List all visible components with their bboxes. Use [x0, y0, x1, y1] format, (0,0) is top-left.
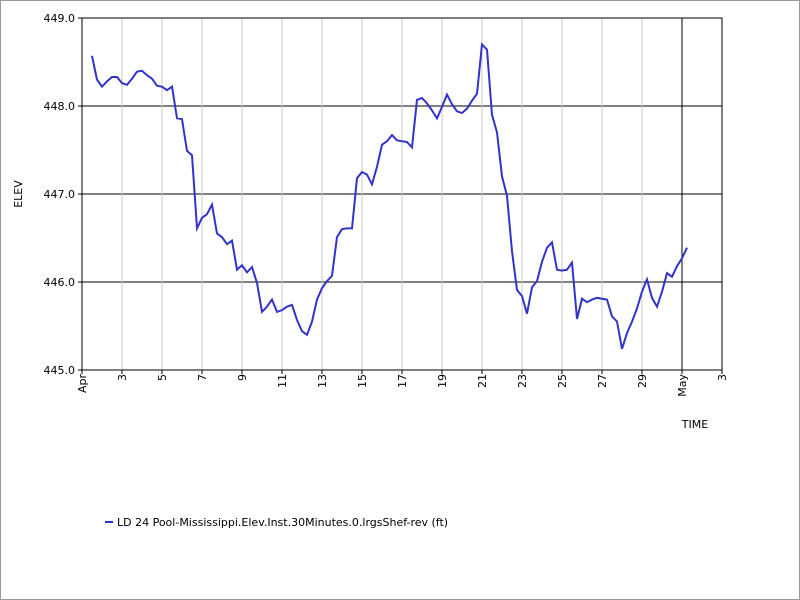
y-axis-label: ELEV — [12, 180, 25, 208]
x-axis-label: TIME — [681, 418, 708, 431]
y-tick-label: 445.0 — [44, 364, 76, 377]
y-tick-label: 446.0 — [44, 276, 76, 289]
x-tick-label: 17 — [396, 374, 409, 388]
legend-label: LD 24 Pool-Mississippi.Elev.Inst.30Minut… — [117, 516, 448, 529]
x-tick-label: 3 — [116, 374, 129, 381]
data-line — [91, 42, 688, 350]
y-tick-label: 449.0 — [44, 12, 76, 25]
y-tick-label: 448.0 — [44, 100, 76, 113]
x-tick-label: 27 — [596, 374, 609, 388]
x-tick-label: 13 — [316, 374, 329, 388]
x-tick-label: 23 — [516, 374, 529, 388]
x-tick-label: Apr — [76, 374, 89, 394]
x-tick-label: 15 — [356, 374, 369, 388]
x-tick-label: May — [676, 374, 689, 397]
x-tick-label: 9 — [236, 374, 249, 381]
x-tick-label: 21 — [476, 374, 489, 388]
x-tick-label: 7 — [196, 374, 209, 381]
x-tick-label: 3 — [716, 374, 729, 381]
x-tick-label: 11 — [276, 374, 289, 388]
x-tick-label: 19 — [436, 374, 449, 388]
x-tick-label: 25 — [556, 374, 569, 388]
y-tick-label: 447.0 — [44, 188, 76, 201]
x-tick-label: 5 — [156, 374, 169, 381]
x-tick-label: 29 — [636, 374, 649, 388]
